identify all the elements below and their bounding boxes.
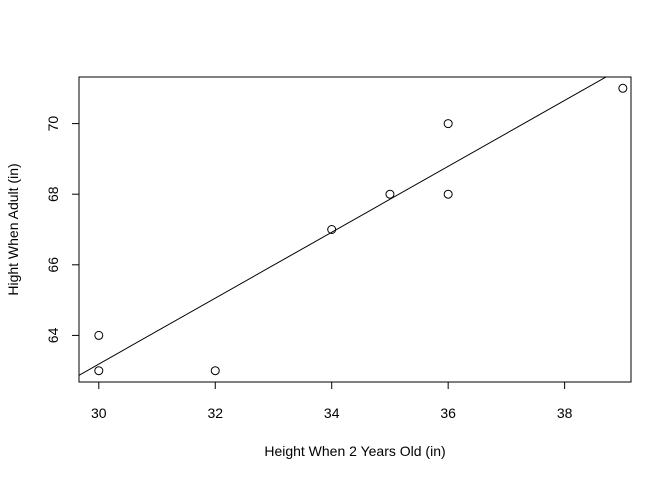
data-point bbox=[385, 189, 395, 199]
y-tick-label: 68 bbox=[45, 186, 61, 202]
x-tick-label: 30 bbox=[91, 405, 107, 421]
x-tick-label: 32 bbox=[207, 405, 223, 421]
data-point bbox=[94, 330, 104, 340]
y-tick-label: 64 bbox=[45, 327, 61, 343]
data-point bbox=[327, 225, 337, 234]
x-axis-title: Height When 2 Years Old (in) bbox=[264, 443, 445, 459]
x-tick-label: 34 bbox=[324, 405, 340, 421]
data-point bbox=[443, 119, 453, 129]
data-point bbox=[443, 189, 453, 199]
x-axis: 30 32 34 36 38 bbox=[91, 381, 573, 421]
regression-line bbox=[79, 77, 607, 376]
x-tick-label: 36 bbox=[440, 405, 456, 421]
x-tick-label: 38 bbox=[557, 405, 573, 421]
y-tick-label: 66 bbox=[45, 257, 61, 273]
data-point bbox=[94, 366, 104, 376]
fit-line-layer bbox=[79, 77, 607, 376]
data-point bbox=[210, 366, 220, 376]
y-tick-label: 70 bbox=[45, 116, 61, 132]
y-axis-title: Hight When Adult (in) bbox=[5, 163, 21, 295]
points-layer bbox=[94, 83, 628, 376]
data-point bbox=[618, 83, 628, 93]
y-axis: 64 66 68 70 bbox=[45, 116, 80, 343]
